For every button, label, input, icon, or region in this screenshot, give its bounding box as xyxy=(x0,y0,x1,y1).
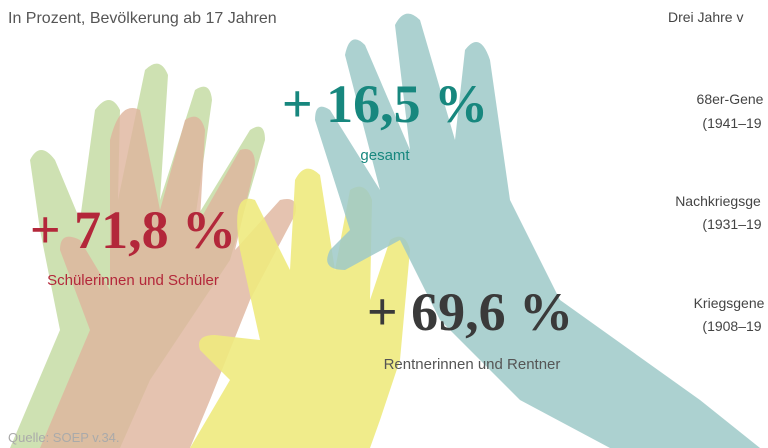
highlight-label: gesamt xyxy=(360,147,410,164)
group-name: Kriegsgene xyxy=(694,295,765,311)
group-years: (1908–19 xyxy=(702,318,761,334)
highlight-label: Rentnerinnen und Rentner xyxy=(384,356,561,373)
group-years: (1941–19 xyxy=(702,115,761,131)
hand-salmon xyxy=(40,108,296,448)
group-years: (1931–19 xyxy=(702,216,761,232)
highlight-label: Schülerinnen und Schüler xyxy=(47,272,219,289)
highlight-value: + 71,8 % xyxy=(30,200,236,260)
group-name: Nachkriegsge xyxy=(675,193,761,209)
highlight-value: + 16,5 % xyxy=(282,74,488,134)
source: Quelle: SOEP v.34. xyxy=(8,430,120,445)
side-title: Drei Jahre v xyxy=(668,9,743,25)
group-name: 68er-Gene xyxy=(697,91,764,107)
highlight-value: + 69,6 % xyxy=(367,282,573,342)
hands xyxy=(10,13,760,448)
hand-teal xyxy=(315,13,760,448)
subtitle: In Prozent, Bevölkerung ab 17 Jahren xyxy=(8,10,277,27)
